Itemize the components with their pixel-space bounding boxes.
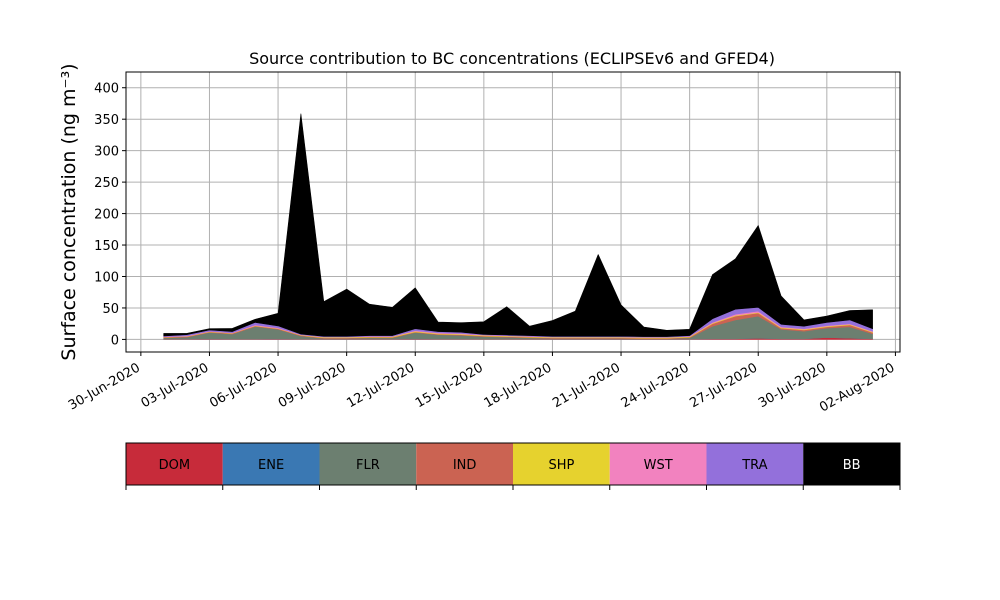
legend-label-ene: ENE (258, 458, 284, 473)
legend-colorbar: DOM ENE FLR IND SHP WST TRA BB (125, 442, 901, 490)
legend-label-bb: BB (843, 458, 861, 473)
legend-label-wst: WST (644, 458, 673, 473)
legend-swatch-tra (706, 443, 804, 485)
y-tick-label: 200 (94, 208, 119, 223)
plot-frame (125, 71, 901, 353)
legend-swatch-shp (513, 443, 610, 485)
legend-swatch-ene (222, 443, 320, 485)
legend-label-tra: TRA (741, 458, 767, 473)
y-tick-label: 0 (111, 333, 119, 348)
legend-swatch-wst (609, 443, 707, 485)
y-tick-label: 350 (94, 113, 119, 128)
y-tick-label: 100 (94, 270, 119, 285)
area-series-bb (163, 113, 873, 337)
legend-label-shp: SHP (548, 458, 574, 473)
y-axis: 0 50 100 150 200 250 300 350 400 (94, 82, 126, 348)
legend-label-flr: FLR (356, 458, 380, 473)
legend-label-ind: IND (453, 458, 477, 473)
y-tick-label: 250 (94, 176, 119, 191)
chart-title: Source contribution to BC concentrations… (249, 49, 775, 68)
y-tick-label: 300 (94, 145, 119, 160)
legend-swatch-ind (416, 443, 513, 485)
stacked-area-layer (163, 113, 873, 340)
y-axis-label: Surface concentration (ng m⁻³) (58, 63, 80, 360)
legend-swatch-bb (803, 443, 900, 485)
y-tick-label: 50 (102, 302, 119, 317)
legend-swatch-flr (319, 443, 417, 485)
legend-swatch-dom (126, 443, 223, 485)
y-tick-label: 150 (94, 239, 119, 254)
legend-label-dom: DOM (159, 458, 190, 473)
y-tick-label: 400 (94, 82, 119, 97)
